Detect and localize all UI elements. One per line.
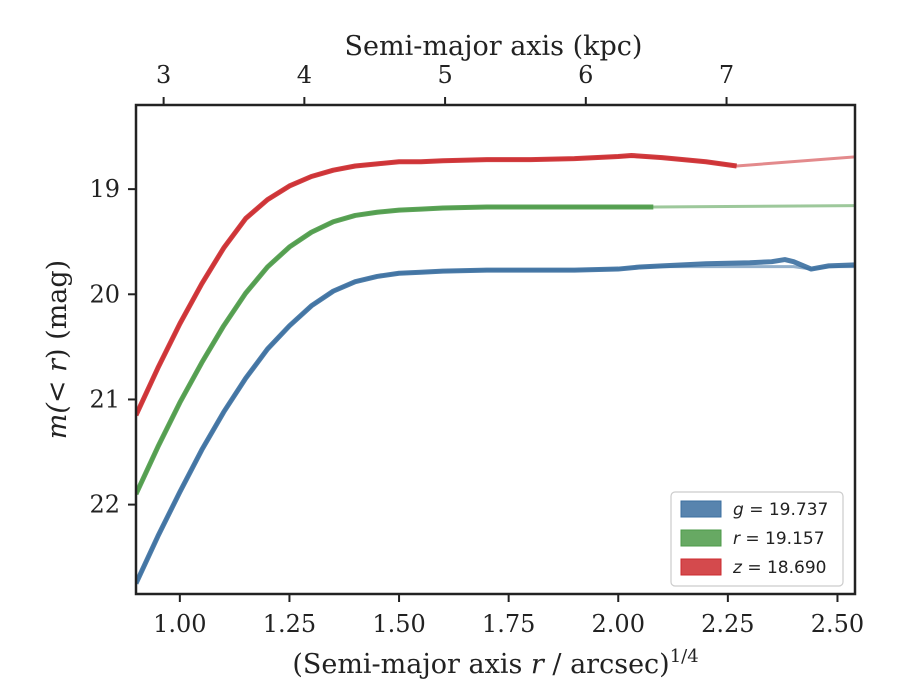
y-tick-label: 22: [89, 491, 120, 519]
plot-frame: [134, 103, 857, 596]
top-x-tick-label: 6: [578, 61, 593, 89]
series-line-z: [136, 152, 737, 417]
legend: g = 19.737 r = 19.157 z = 18.690: [670, 491, 844, 587]
x-tick-label: 1.25: [263, 610, 316, 638]
legend-swatch-z: [680, 558, 722, 576]
top-x-tick-label: 4: [297, 61, 312, 89]
legend-label-g: g = 19.737: [733, 500, 828, 520]
series-line-r: [136, 204, 654, 496]
legend-swatch-g: [680, 500, 722, 518]
x-tick-label: 1.75: [482, 610, 535, 638]
x-tick-label: 2.25: [701, 610, 754, 638]
ticks-layer: 1.00 1.25 1.50 1.75 2.00 2.25 2.50 19 20 21 22 3 4 5 6…: [89, 61, 864, 638]
x-tick-label: 2.00: [592, 610, 645, 638]
x-tick-label: 1.00: [153, 610, 206, 638]
x-tick-label: 1.50: [372, 610, 425, 638]
series-line-g: [136, 257, 855, 585]
y-tick-label: 19: [89, 175, 120, 203]
y-tick-label: 21: [89, 385, 120, 413]
model-curve-r: [136, 204, 855, 495]
top-x-tick-label: 3: [156, 61, 171, 89]
legend-label-r: r = 19.157: [733, 529, 825, 549]
legend-swatch-r: [680, 529, 722, 547]
top-x-tick-label: 7: [719, 61, 734, 89]
legend-entries: g = 19.737 r = 19.157 z = 18.690: [680, 500, 828, 578]
x-tick-label: 2.50: [811, 610, 864, 638]
top-x-tick-label: 5: [437, 61, 452, 89]
x-axis-label: (Semi-major axis r / arcsec)1/4: [292, 646, 698, 680]
series-layer: [136, 152, 855, 585]
y-tick-label: 20: [89, 280, 120, 308]
y-axis-label: m(< r) (mag): [42, 260, 73, 439]
legend-label-z: z = 18.690: [732, 558, 826, 578]
top-x-axis-label: Semi-major axis (kpc): [345, 31, 643, 62]
